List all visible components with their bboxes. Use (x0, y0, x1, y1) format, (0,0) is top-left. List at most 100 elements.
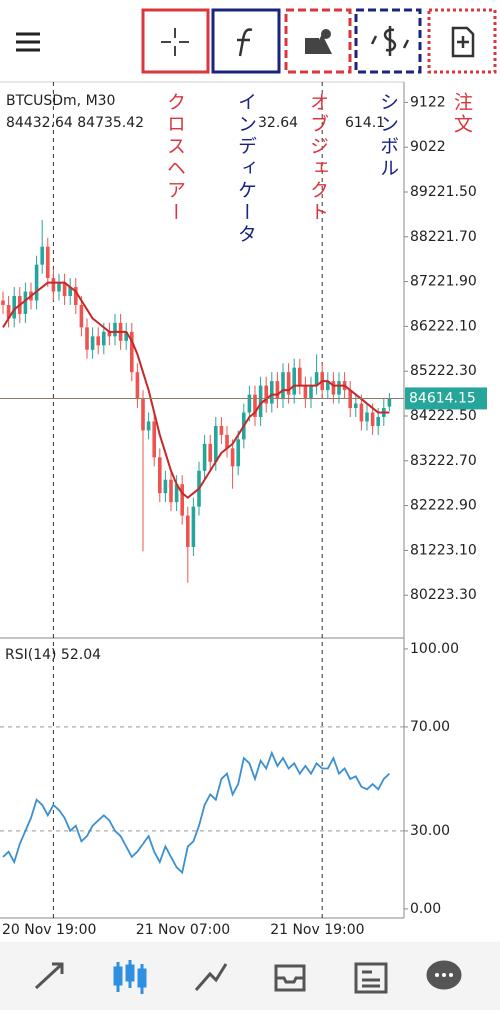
nav-news[interactable] (354, 962, 388, 994)
candle-body (359, 403, 364, 422)
candle-body (90, 336, 95, 350)
candle-body (292, 367, 296, 395)
candle-body (180, 484, 184, 516)
x-tick-label: 20 Nov 19:00 (2, 922, 96, 938)
y-tick-label: 30.00 (410, 823, 450, 839)
nav-trade[interactable] (194, 963, 228, 991)
candle-body (348, 390, 352, 409)
candle-body (146, 421, 151, 431)
toolbar-label: インディケータ (235, 92, 257, 246)
y-tick-label: 9122 (410, 94, 446, 110)
candle-body (113, 322, 117, 337)
candle-body (337, 381, 341, 395)
nav-history[interactable] (274, 964, 306, 992)
order-icon (451, 26, 475, 58)
candle-body (79, 304, 84, 328)
y-tick-label: 9022 (410, 139, 446, 155)
candle-body (6, 304, 11, 319)
ohlc-text: 32.64 (258, 115, 298, 131)
candle-body (314, 372, 319, 386)
y-tick-label: 88221.70 (410, 229, 477, 245)
candle-body (169, 479, 173, 503)
y-tick-label: 87221.90 (410, 274, 477, 290)
candle-body (281, 372, 285, 400)
toolbar-label: 注文 (451, 92, 473, 136)
candle-body (214, 425, 218, 462)
indicator-button[interactable] (211, 8, 281, 74)
nav-quotes[interactable] (34, 962, 64, 990)
symbol-icon (370, 26, 410, 56)
candle-body (163, 479, 168, 494)
order-button[interactable] (427, 8, 497, 74)
y-tick-label: 82222.90 (410, 498, 477, 514)
candle-body (68, 287, 72, 297)
rsi-line (2, 750, 391, 875)
object-button[interactable] (284, 8, 352, 74)
candle-body (270, 381, 274, 404)
x-tick-label: 21 Nov 19:00 (270, 922, 364, 938)
nav-chart[interactable] (113, 960, 147, 994)
candle-body (202, 443, 207, 471)
candle-body (12, 296, 16, 319)
rsi-title: RSI(14) 52.04 (5, 647, 101, 663)
candle-body (57, 282, 61, 292)
candle-body (85, 327, 89, 350)
candle-body (1, 300, 5, 305)
candle-body (102, 331, 106, 346)
price-tag (405, 387, 487, 410)
candle-body (130, 331, 134, 373)
candle-body (258, 385, 263, 417)
candle-body (74, 287, 78, 305)
y-tick-label: 81223.10 (410, 542, 477, 558)
candle-body (387, 398, 392, 407)
candle-body (236, 439, 240, 467)
toolbar-label: シンボル (377, 92, 399, 180)
candle-body (230, 448, 235, 467)
candle-body (40, 246, 44, 265)
price-tag-label: 84614.15 (409, 390, 476, 406)
y-tick-label: 83222.70 (410, 453, 477, 469)
indicator-icon (237, 28, 253, 57)
candle-body (326, 381, 330, 391)
ohlc-text: 84432.64 84735.42 (6, 115, 144, 131)
y-tick-label: 89221.50 (410, 184, 477, 200)
y-tick-label: 100.00 (410, 641, 459, 657)
y-tick-label: 70.00 (410, 719, 450, 735)
symbol-label: BTCUSDm, M30 (6, 93, 115, 109)
nav-chat[interactable] (426, 960, 462, 990)
y-tick-label: 85222.30 (410, 363, 477, 379)
candle-body (219, 425, 224, 435)
symbol-button[interactable] (354, 8, 422, 74)
menu-button[interactable] (16, 32, 40, 52)
crosshair-icon (161, 28, 189, 56)
candle-body (298, 367, 302, 386)
candle-body (331, 381, 336, 395)
candle-body (208, 443, 212, 462)
candle-body (275, 381, 280, 400)
moving-average (2, 281, 390, 499)
crosshair-button[interactable] (141, 8, 210, 74)
x-tick-label: 21 Nov 07:00 (136, 922, 230, 938)
candle-body (253, 394, 257, 417)
candle-body (225, 434, 229, 449)
candle-body (34, 264, 39, 301)
candle-body (152, 421, 156, 458)
candle-body (354, 403, 358, 409)
candle-body (135, 372, 140, 400)
candle-body (376, 416, 380, 426)
candle-body (107, 331, 112, 337)
object-icon (305, 29, 332, 54)
y-tick-label: 0.00 (410, 901, 441, 917)
toolbar-label: オブジェクト (307, 92, 329, 224)
candle-body (309, 385, 313, 400)
candle-body (174, 484, 179, 503)
candle-body (158, 457, 162, 494)
candle-body (370, 412, 375, 426)
y-tick-label: 86222.10 (410, 318, 477, 334)
candle-body (264, 385, 268, 404)
candle-body (62, 282, 67, 297)
y-tick-label: 80223.30 (410, 587, 477, 603)
candle-body (96, 336, 100, 346)
